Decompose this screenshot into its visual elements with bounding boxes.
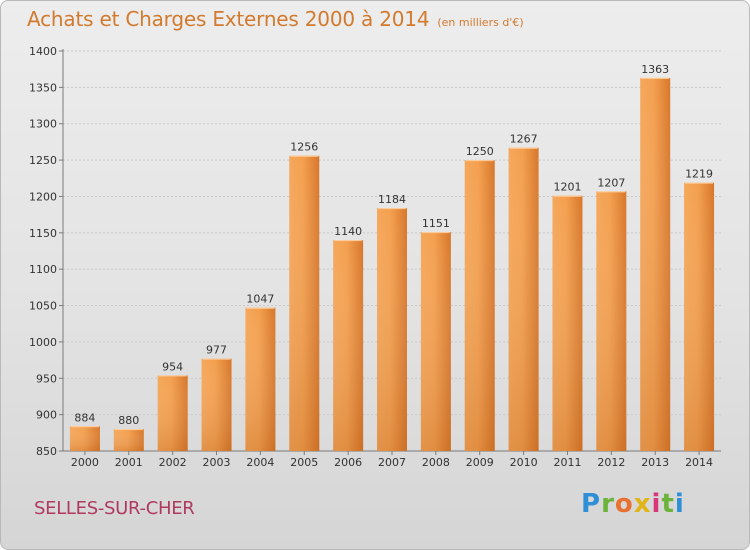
bar-shade-2001: [113, 429, 144, 451]
value-label-2007: 1184: [378, 193, 406, 206]
x-tick-label-2012: 2012: [597, 456, 625, 469]
unit-label: (en milliers d'€): [437, 16, 524, 29]
bar-shade-2014: [684, 182, 715, 452]
value-label-2011: 1201: [553, 181, 581, 194]
value-label-2014: 1219: [685, 168, 713, 181]
x-tick-label-2010: 2010: [510, 456, 538, 469]
y-tick-label: 900: [36, 409, 57, 422]
bar-shade-2007: [377, 208, 407, 451]
bar-shade-2003: [201, 358, 232, 451]
bar-shade-2013: [640, 77, 671, 451]
value-label-2008: 1151: [422, 217, 450, 230]
x-tick-label-2009: 2009: [466, 456, 494, 469]
value-label-2003: 977: [206, 344, 227, 357]
x-tick-label-2006: 2006: [334, 456, 362, 469]
x-tick-label-2011: 2011: [553, 456, 581, 469]
value-label-2002: 954: [162, 360, 183, 373]
x-tick-label-2008: 2008: [422, 456, 450, 469]
value-label-2005: 1256: [290, 141, 318, 154]
bar-shade-2008: [420, 232, 451, 451]
value-label-2010: 1267: [510, 133, 538, 146]
y-tick-label: 950: [36, 372, 57, 385]
place-name: SELLES-SUR-CHER: [34, 498, 195, 519]
x-tick-label-2001: 2001: [115, 456, 143, 469]
value-label-2006: 1140: [334, 225, 362, 238]
x-tick-label-2005: 2005: [290, 456, 318, 469]
value-label-2001: 880: [118, 414, 139, 427]
bar-shade-2010: [508, 147, 539, 451]
y-tick-label: 1100: [29, 263, 57, 276]
value-label-2009: 1250: [466, 145, 494, 158]
value-label-2000: 884: [74, 411, 95, 424]
proxiti-logo: Proxiti: [581, 489, 685, 519]
value-label-2004: 1047: [246, 293, 274, 306]
x-tick-label-2014: 2014: [685, 456, 713, 469]
y-tick-label: 1000: [29, 336, 57, 349]
bar-shade-2006: [333, 240, 364, 451]
value-label-2012: 1207: [597, 176, 625, 189]
chart-title: Achats et Charges Externes 2000 à 2014 (e…: [27, 7, 524, 31]
x-tick-label-2013: 2013: [641, 456, 669, 469]
bar-shade-2012: [596, 191, 627, 451]
bar-shade-2002: [157, 375, 188, 451]
x-tick-label-2007: 2007: [378, 456, 406, 469]
y-tick-label: 1150: [29, 227, 57, 240]
bar-shade-2011: [552, 195, 583, 451]
y-tick-label: 1350: [29, 81, 57, 94]
x-tick-label-2000: 2000: [71, 456, 99, 469]
y-tick-label: 1400: [29, 45, 57, 58]
x-tick-label-2002: 2002: [159, 456, 187, 469]
bar-shade-2005: [289, 155, 320, 451]
y-tick-label: 850: [36, 445, 57, 458]
bar-shade-2009: [464, 160, 495, 451]
value-label-2013: 1363: [641, 63, 669, 76]
y-tick-label: 1050: [29, 300, 57, 313]
bar-shade-2000: [69, 426, 100, 451]
bar-shade-2004: [245, 307, 276, 451]
y-tick-label: 1200: [29, 190, 57, 203]
x-tick-label-2003: 2003: [203, 456, 231, 469]
y-tick-label: 1300: [29, 118, 57, 131]
x-tick-label-2004: 2004: [246, 456, 274, 469]
y-tick-label: 1250: [29, 154, 57, 167]
